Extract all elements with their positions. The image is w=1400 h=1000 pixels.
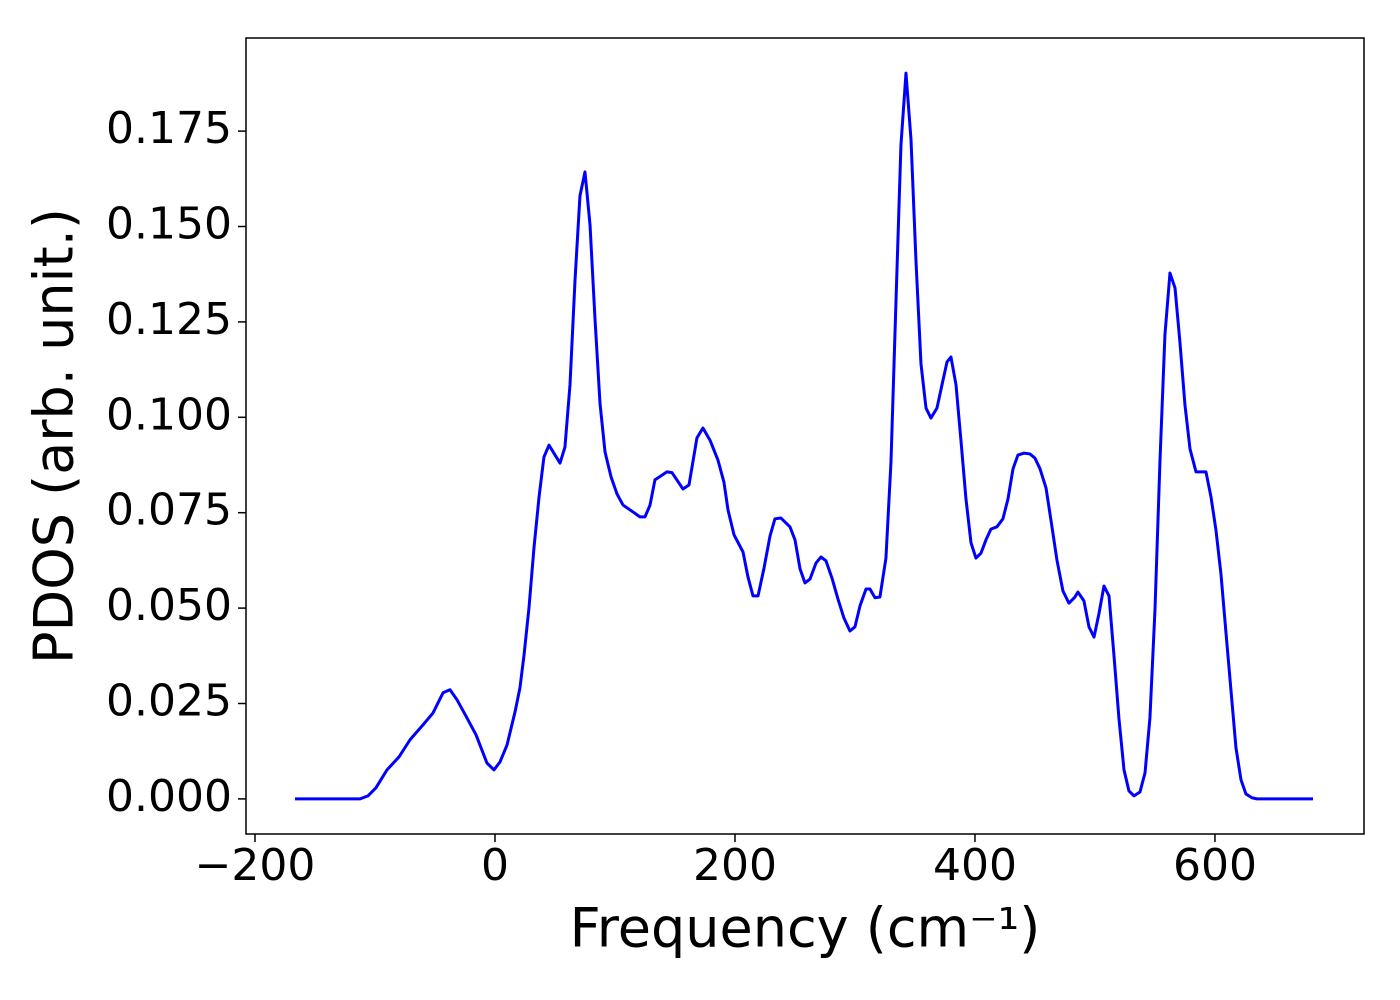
x-tick-label: 200 <box>693 840 777 891</box>
y-tick-label: 0.025 <box>106 675 232 726</box>
plot-frame <box>245 37 1365 835</box>
y-tick-label: 0.050 <box>106 580 232 631</box>
y-tick-label: 0.125 <box>106 294 232 345</box>
x-tick-label: −200 <box>195 840 316 891</box>
y-tick-label: 0.150 <box>106 199 232 250</box>
x-axis-label: Frequency (cm⁻¹) <box>570 897 1041 960</box>
y-tick-label: 0.100 <box>106 389 232 440</box>
x-tick-label: 0 <box>481 840 509 891</box>
x-tick-label: 400 <box>933 840 1017 891</box>
x-tick-label: 600 <box>1173 840 1257 891</box>
y-axis-label: PDOS (arb. unit.) <box>23 208 86 664</box>
line-series <box>294 71 1313 801</box>
y-tick-label: 0.075 <box>106 485 232 536</box>
y-tick-label: 0.175 <box>106 103 232 154</box>
y-tick-label: 0.000 <box>106 771 232 822</box>
